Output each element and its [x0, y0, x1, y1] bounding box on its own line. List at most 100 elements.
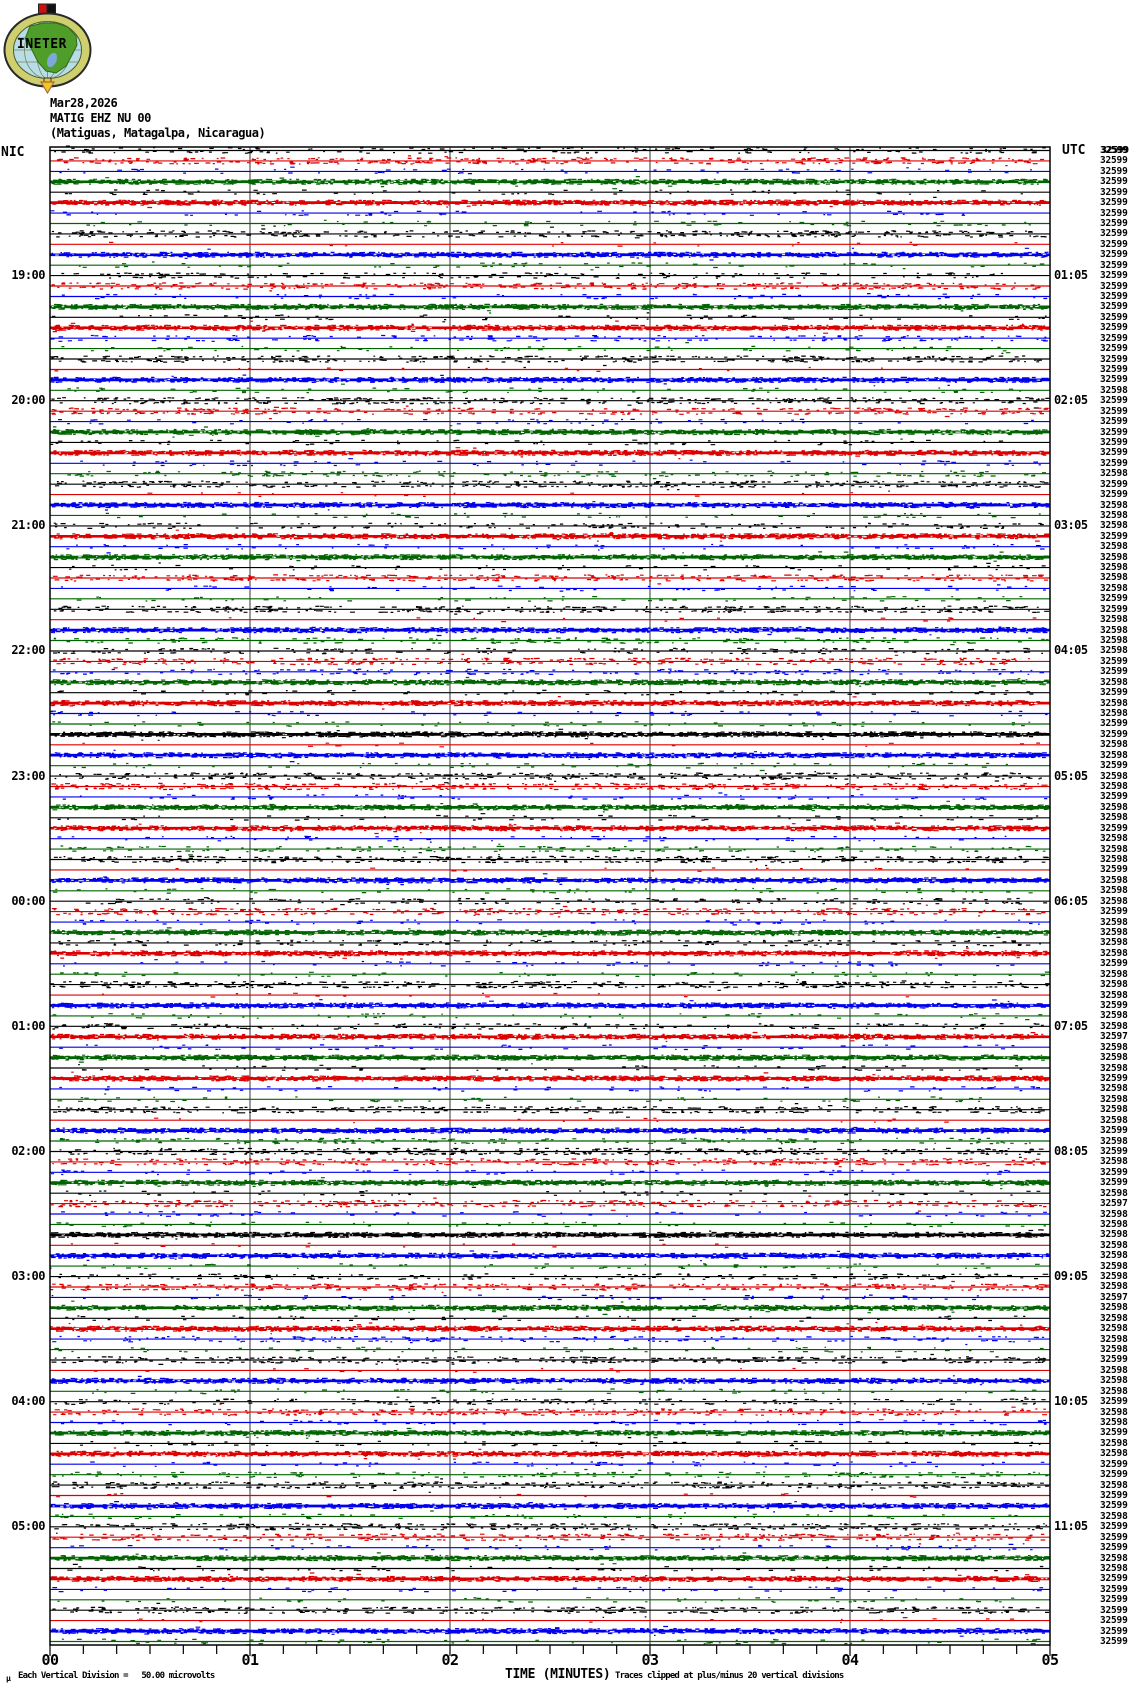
- trace-mean-value: 32599: [1100, 666, 1128, 678]
- trace-mean-value: 32598: [1100, 1302, 1128, 1314]
- trace-noise: [50, 749, 1047, 763]
- trace-mean-value: 32599: [1100, 416, 1128, 428]
- right-timezone-label: UTC: [1062, 143, 1086, 158]
- trace-speckle: [65, 1056, 1031, 1059]
- trace-noise: [54, 145, 1046, 154]
- trace-noise: [51, 320, 1050, 334]
- trace-mean-value: 32599: [1100, 405, 1128, 417]
- trace-noise: [57, 813, 1039, 821]
- mu-mark: μ: [6, 1674, 11, 1683]
- trace-noise: [50, 696, 1041, 710]
- trace-mean-value: 32599: [1100, 864, 1128, 876]
- trace-mean-value: 32597: [1100, 1031, 1128, 1043]
- trace-mean-value: 32599: [1100, 718, 1128, 730]
- trace-mean-value: 32598: [1100, 812, 1128, 824]
- trace-noise: [51, 1177, 1050, 1190]
- trace-mean-value: 32599: [1100, 1427, 1128, 1439]
- trace-speckle: [74, 1306, 1027, 1309]
- trace-mean-value: 32598: [1100, 749, 1128, 761]
- trace-mean-value: 32599: [1100, 760, 1128, 772]
- trace-noise: [65, 1186, 1041, 1196]
- utc-hour-label: 03:05: [1054, 518, 1088, 533]
- trace-mean-value: 32598: [1100, 916, 1128, 928]
- trace-mean-value: 32597: [1100, 1291, 1128, 1303]
- trace-noise: [56, 1126, 1050, 1134]
- trace-mean-value: 32598: [1100, 1417, 1128, 1429]
- utc-hour-label: 06:05: [1054, 893, 1088, 908]
- trace-mean-value: 32598: [1100, 1552, 1128, 1564]
- trace-mean-value: 32598: [1100, 1208, 1128, 1220]
- trace-mean-value: 32598: [1100, 1364, 1128, 1376]
- local-hour-label: 22:00: [11, 643, 45, 658]
- trace-noise: [50, 710, 1048, 717]
- trace-mean-value: 32599: [1100, 728, 1128, 740]
- trace-noise: [55, 1510, 1018, 1520]
- trace-mean-value: 32598: [1100, 1312, 1128, 1324]
- ineter-logo: INETER: [3, 3, 92, 95]
- trace-noise: [52, 1602, 1050, 1618]
- trace-mean-value: 32598: [1100, 1020, 1128, 1032]
- trace-mean-value: 32598: [1100, 1114, 1128, 1126]
- trace-noise: [50, 1263, 1040, 1271]
- trace-noise: [67, 383, 1022, 394]
- trace-noise: [51, 225, 1047, 239]
- trace-noise: [53, 850, 1049, 867]
- trace-speckle: [69, 1577, 1048, 1580]
- vertical-division-note: Each Vertical Division = 50.00 microvolt…: [18, 1671, 215, 1681]
- utc-hour-label: 07:05: [1054, 1018, 1088, 1033]
- trace-mean-value: 32598: [1100, 520, 1128, 532]
- trace-noise: [58, 418, 1034, 426]
- trace-noise: [51, 1071, 1049, 1082]
- trace-noise: [52, 1023, 1044, 1030]
- trace-noise: [55, 1552, 1049, 1565]
- trace-mean-value: 32599: [1100, 1354, 1128, 1366]
- trace-mean-value: 32599: [1100, 1531, 1128, 1543]
- trace-noise: [53, 822, 1048, 835]
- trace-mean-value: 32598: [1100, 1218, 1128, 1230]
- trace-mean-value: 32598: [1100, 947, 1128, 959]
- trace-mean-value: 32599: [1100, 436, 1128, 448]
- trace-noise: [51, 904, 1046, 918]
- trace-mean-value: 32599: [1100, 906, 1128, 918]
- seismic-traces: [50, 145, 1050, 1646]
- trace-noise: [56, 1221, 1046, 1228]
- trace-noise: [53, 447, 1047, 460]
- trace-speckle: [78, 556, 1029, 559]
- trace-mean-value: 32598: [1100, 781, 1128, 793]
- trace-speckle: [57, 629, 1027, 632]
- trace-mean-value: 32599: [1100, 530, 1128, 542]
- trace-mean-value: 32598: [1100, 1323, 1128, 1335]
- trace-mean-value: 32598: [1100, 979, 1128, 991]
- trace-mean-value: 32599: [1100, 1177, 1128, 1189]
- utc-hour-label: 05:05: [1054, 768, 1088, 783]
- trace-noise: [54, 480, 1049, 492]
- trace-noise: [52, 1532, 1046, 1545]
- trace-mean-value: 32598: [1100, 1062, 1128, 1074]
- trace-mean-value: 32598: [1100, 874, 1128, 886]
- trace-noise: [73, 762, 1008, 772]
- trace-mean-value: 32599: [1100, 1594, 1128, 1606]
- x-tick-label: 01: [241, 1651, 259, 1669]
- trace-mean-value: 32599: [1100, 1396, 1128, 1408]
- trace-noise: [50, 1321, 1049, 1335]
- trace-mean-value: 32599: [1100, 332, 1128, 344]
- x-axis-title: TIME (MINUTES): [505, 1667, 611, 1682]
- local-hour-label: 00:00: [11, 893, 45, 908]
- trace-noise: [64, 189, 1023, 198]
- utc-hour-label: 04:05: [1054, 643, 1088, 658]
- trace-mean-value: 32599: [1100, 1469, 1128, 1481]
- trace-noise: [53, 522, 1044, 530]
- trace-mean-value: 32598: [1100, 1375, 1128, 1387]
- utc-hour-label: 02:05: [1054, 393, 1088, 408]
- trace-mean-value: 32598: [1100, 895, 1128, 907]
- local-hour-label: 05:00: [11, 1519, 45, 1534]
- trace-noise: [54, 1522, 1048, 1534]
- trace-noise: [51, 405, 1049, 420]
- trace-noise: [74, 919, 1040, 926]
- trace-mean-value: 32598: [1100, 854, 1128, 865]
- utc-hour-label: 08:05: [1054, 1143, 1088, 1158]
- trace-noise: [54, 1427, 1050, 1439]
- trace-mean-value: 32599: [1100, 958, 1128, 970]
- trace-noise: [228, 617, 1037, 623]
- trace-mean-value: 32598: [1100, 1093, 1128, 1105]
